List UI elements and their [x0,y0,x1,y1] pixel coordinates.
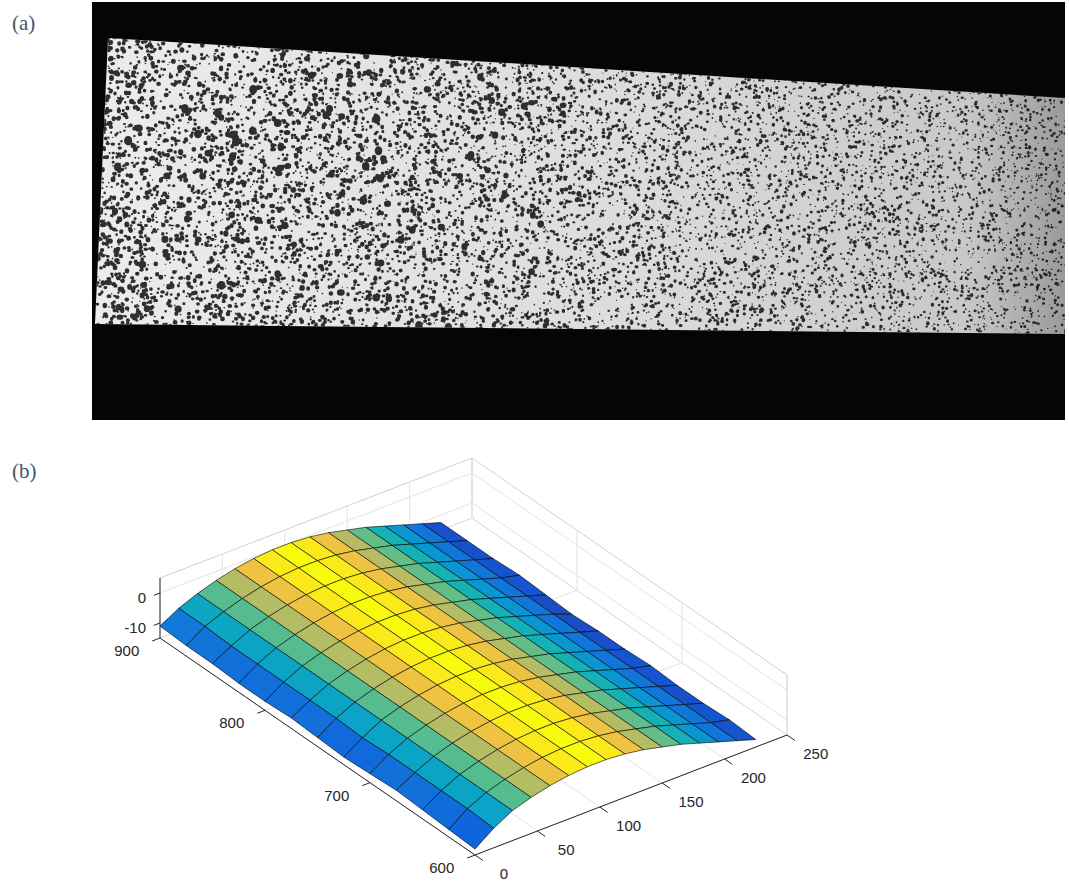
box-edge [160,518,472,638]
surface [160,523,756,850]
z-tick-label: 0 [138,589,146,606]
tick [725,759,733,764]
tick-labels: 0 50 100 150 200 250 600 700 800 900 -10 0 [114,589,828,882]
grid-line [160,638,475,855]
grid-line [222,614,537,831]
box-edge [472,518,787,735]
x-tick-label: 150 [678,793,703,810]
photo-background [92,2,1065,420]
surface-patch [449,809,494,849]
grid-line [285,590,600,807]
x-axis [475,735,787,855]
tick [475,855,483,860]
tick [467,855,475,858]
x-tick-label: 50 [558,841,575,858]
tick [154,593,160,595]
x-tick-label: 250 [803,745,828,762]
grid-line [472,473,787,690]
y-tick-label: 700 [324,787,349,804]
box-edge [787,675,788,735]
y-tick-label: 800 [219,714,244,731]
grid-line [410,542,725,759]
box-edge [472,458,787,675]
z-axis [160,578,161,638]
tick [662,783,670,788]
grid-line [682,603,683,663]
tick [257,710,265,713]
x-tick-label: 0 [500,865,508,882]
y-tick-label: 900 [114,642,139,659]
z-tick-label: -10 [124,619,146,636]
tick [152,638,160,641]
grid-line [577,530,578,590]
grid-line [475,735,787,855]
tick [600,807,608,812]
grid-line [347,566,662,783]
panel-label: (b) [12,459,37,483]
grid-line [787,675,788,735]
photo [92,2,1068,420]
figure: (a) (b) 0 50 100 150 200 250 600 700 800 900 -10 0 [0,0,1069,894]
y-axis [160,638,475,855]
axes-3d [152,458,795,860]
grid-line [472,503,787,720]
grid-line [472,458,473,518]
x-tick-label: 100 [616,817,641,834]
tick [154,623,160,625]
box-edge [160,458,472,578]
panel-label: (a) [12,11,35,35]
tick [537,831,545,836]
grid-line [160,578,161,638]
tick [362,783,370,786]
grid-line [472,458,473,518]
tick [787,735,795,740]
grid-line [265,590,577,710]
grid-line [370,663,682,783]
grid-line [160,473,472,593]
y-tick-label: 600 [429,859,454,876]
box-edge [472,458,473,518]
grid-line [472,518,787,735]
speckles [93,34,1068,339]
grid-line [160,518,472,638]
x-tick-label: 200 [741,769,766,786]
